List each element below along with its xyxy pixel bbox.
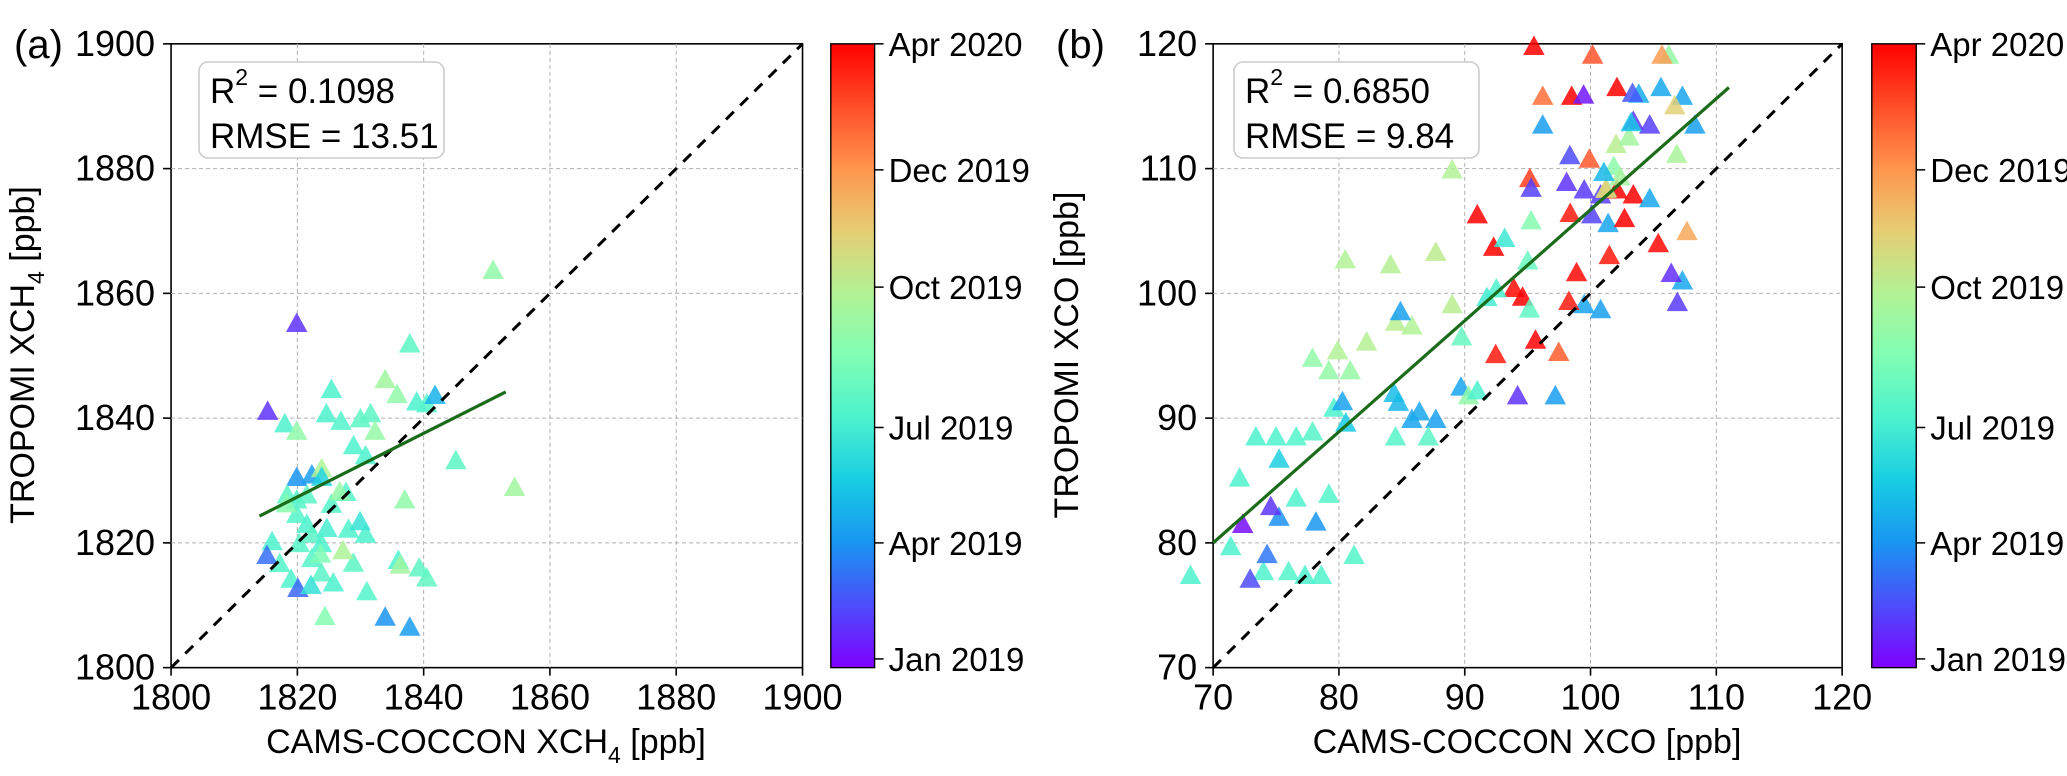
svg-text:90: 90	[1157, 397, 1197, 438]
svg-text:120: 120	[1137, 23, 1197, 64]
svg-text:Apr 2020: Apr 2020	[889, 26, 1023, 63]
svg-text:1820: 1820	[75, 522, 155, 563]
svg-text:Jul 2019: Jul 2019	[889, 409, 1014, 446]
svg-text:110: 110	[1140, 148, 1197, 189]
svg-text:Jan 2019: Jan 2019	[1930, 641, 2066, 678]
svg-text:Apr 2019: Apr 2019	[889, 525, 1023, 562]
svg-text:1880: 1880	[75, 148, 155, 189]
svg-text:Dec 2019: Dec 2019	[1930, 152, 2067, 189]
svg-text:(a): (a)	[14, 23, 63, 67]
svg-text:1900: 1900	[75, 23, 155, 64]
svg-text:TROPOMI XCO [ppb]: TROPOMI XCO [ppb]	[1048, 192, 1086, 519]
svg-text:100: 100	[1560, 677, 1620, 718]
svg-text:1800: 1800	[75, 647, 155, 688]
svg-text:(b): (b)	[1056, 23, 1105, 67]
svg-text:1840: 1840	[384, 677, 464, 718]
svg-text:100: 100	[1137, 272, 1197, 313]
svg-text:RMSE = 9.84: RMSE = 9.84	[1245, 117, 1454, 156]
svg-text:90: 90	[1445, 677, 1485, 718]
svg-text:Apr 2020: Apr 2020	[1930, 26, 2064, 63]
svg-text:70: 70	[1193, 677, 1233, 718]
svg-text:Jan 2019: Jan 2019	[889, 641, 1025, 678]
svg-text:120: 120	[1812, 677, 1872, 718]
svg-text:1880: 1880	[636, 677, 716, 718]
svg-text:1900: 1900	[762, 677, 842, 718]
svg-text:1860: 1860	[510, 677, 590, 718]
svg-text:110: 110	[1688, 677, 1745, 718]
svg-text:Oct 2019: Oct 2019	[889, 269, 1023, 306]
svg-text:1860: 1860	[75, 272, 155, 313]
svg-text:80: 80	[1157, 522, 1197, 563]
svg-text:70: 70	[1157, 647, 1197, 688]
svg-text:80: 80	[1319, 677, 1359, 718]
svg-text:Apr 2019: Apr 2019	[1930, 525, 2064, 562]
svg-text:RMSE = 13.51: RMSE = 13.51	[210, 117, 439, 156]
svg-text:Jul 2019: Jul 2019	[1930, 409, 2055, 446]
svg-text:1840: 1840	[75, 397, 155, 438]
svg-text:Dec 2019: Dec 2019	[889, 152, 1030, 189]
svg-text:Oct 2019: Oct 2019	[1930, 269, 2064, 306]
svg-text:1820: 1820	[257, 677, 337, 718]
svg-text:CAMS-COCCON XCO [ppb]: CAMS-COCCON XCO [ppb]	[1313, 723, 1742, 761]
